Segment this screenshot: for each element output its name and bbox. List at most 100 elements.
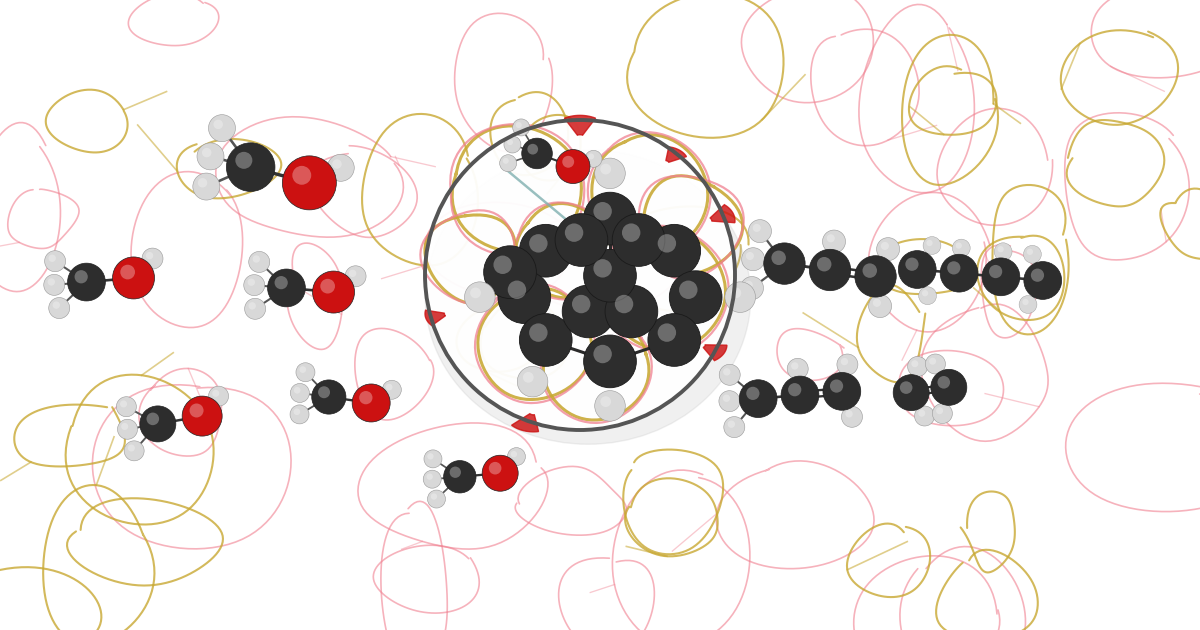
Circle shape [929, 358, 936, 365]
Circle shape [854, 256, 896, 297]
Circle shape [182, 396, 222, 436]
Circle shape [940, 255, 978, 292]
Circle shape [745, 281, 752, 289]
Circle shape [318, 386, 330, 398]
Circle shape [739, 380, 778, 418]
Circle shape [48, 255, 56, 262]
Circle shape [719, 391, 740, 411]
Circle shape [282, 156, 336, 210]
Circle shape [556, 149, 590, 183]
Circle shape [605, 285, 658, 338]
Circle shape [359, 391, 372, 404]
Circle shape [947, 261, 960, 275]
Circle shape [911, 360, 918, 367]
Circle shape [763, 243, 805, 284]
Polygon shape [564, 115, 595, 135]
Circle shape [899, 251, 936, 289]
Circle shape [520, 224, 572, 277]
Circle shape [914, 406, 935, 426]
Circle shape [593, 345, 612, 364]
Circle shape [772, 251, 786, 265]
Circle shape [116, 397, 137, 416]
Circle shape [600, 396, 611, 407]
Circle shape [113, 257, 155, 299]
Circle shape [881, 242, 889, 250]
Circle shape [742, 248, 764, 271]
Circle shape [484, 246, 536, 299]
Circle shape [425, 120, 734, 430]
Circle shape [740, 277, 763, 300]
Circle shape [431, 493, 437, 500]
Circle shape [1024, 261, 1062, 299]
Circle shape [248, 251, 270, 272]
Circle shape [352, 384, 390, 422]
Circle shape [936, 407, 943, 414]
Circle shape [245, 299, 265, 319]
Circle shape [508, 139, 514, 145]
Circle shape [876, 238, 900, 261]
Circle shape [1024, 245, 1042, 263]
Circle shape [444, 461, 476, 493]
Circle shape [724, 368, 731, 375]
Circle shape [247, 278, 254, 286]
Circle shape [648, 314, 701, 366]
Circle shape [893, 375, 929, 411]
Circle shape [955, 243, 962, 249]
Circle shape [527, 144, 538, 154]
Circle shape [499, 155, 517, 172]
Circle shape [823, 372, 860, 410]
Circle shape [822, 230, 846, 253]
Circle shape [349, 270, 356, 277]
Circle shape [190, 403, 204, 418]
Circle shape [926, 240, 932, 246]
Polygon shape [425, 310, 445, 326]
Circle shape [214, 120, 223, 129]
Circle shape [593, 202, 612, 220]
Circle shape [140, 406, 176, 442]
Circle shape [202, 148, 211, 158]
Circle shape [296, 363, 314, 382]
Circle shape [520, 314, 572, 366]
Circle shape [1027, 249, 1033, 255]
Circle shape [332, 159, 342, 169]
Circle shape [235, 152, 252, 169]
Circle shape [470, 287, 481, 298]
Circle shape [320, 279, 335, 294]
Circle shape [53, 301, 60, 309]
Circle shape [725, 282, 756, 312]
Circle shape [498, 271, 551, 323]
Circle shape [120, 265, 136, 280]
Circle shape [120, 401, 127, 408]
Circle shape [43, 275, 65, 295]
Circle shape [937, 376, 950, 389]
Circle shape [612, 214, 665, 266]
Circle shape [845, 410, 853, 418]
Circle shape [919, 287, 936, 305]
Circle shape [44, 251, 66, 272]
Circle shape [512, 119, 529, 136]
Circle shape [658, 323, 676, 342]
Circle shape [386, 384, 392, 391]
Circle shape [593, 259, 612, 278]
Circle shape [516, 122, 522, 128]
Circle shape [583, 335, 636, 387]
Circle shape [427, 490, 445, 508]
Circle shape [523, 372, 534, 382]
Circle shape [209, 115, 235, 142]
Circle shape [508, 280, 526, 299]
Circle shape [841, 358, 848, 365]
Circle shape [290, 384, 310, 403]
Circle shape [227, 143, 275, 192]
Circle shape [565, 224, 583, 242]
Circle shape [827, 234, 835, 243]
Circle shape [719, 364, 740, 386]
Circle shape [128, 445, 134, 452]
Circle shape [300, 366, 306, 373]
Circle shape [294, 387, 300, 394]
Circle shape [872, 299, 881, 307]
Circle shape [48, 278, 55, 285]
Circle shape [1031, 268, 1044, 282]
Circle shape [679, 280, 697, 299]
Circle shape [931, 369, 967, 405]
Circle shape [997, 246, 1003, 253]
